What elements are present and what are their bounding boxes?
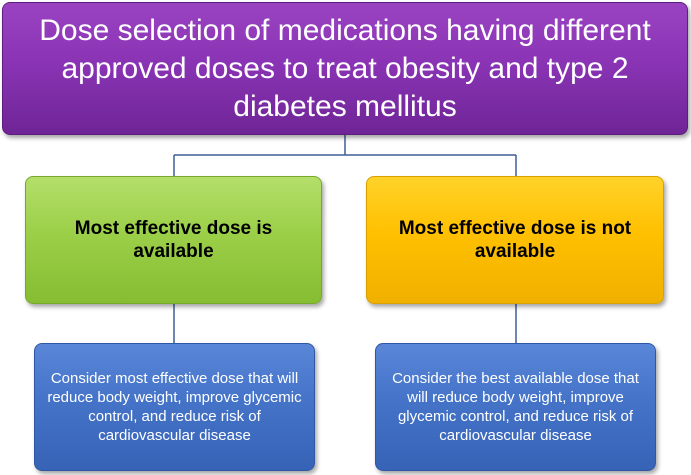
root-node-text: Dose selection of medications having dif…: [39, 13, 651, 123]
recommendation-available-text: Consider most effective dose that will r…: [47, 370, 302, 444]
condition-not-available-text: Most effective dose is not available: [398, 218, 632, 262]
root-node: Dose selection of medications having dif…: [2, 2, 688, 135]
recommendation-available-node: Consider most effective dose that will r…: [34, 343, 315, 471]
recommendation-not-available-node: Consider the best available dose that wi…: [375, 343, 656, 471]
condition-available-node: Most effective dose is available: [25, 176, 322, 304]
recommendation-not-available-text: Consider the best available dose that wi…: [392, 370, 639, 444]
condition-available-text: Most effective dose is available: [74, 218, 273, 262]
condition-not-available-node: Most effective dose is not available: [366, 176, 664, 304]
